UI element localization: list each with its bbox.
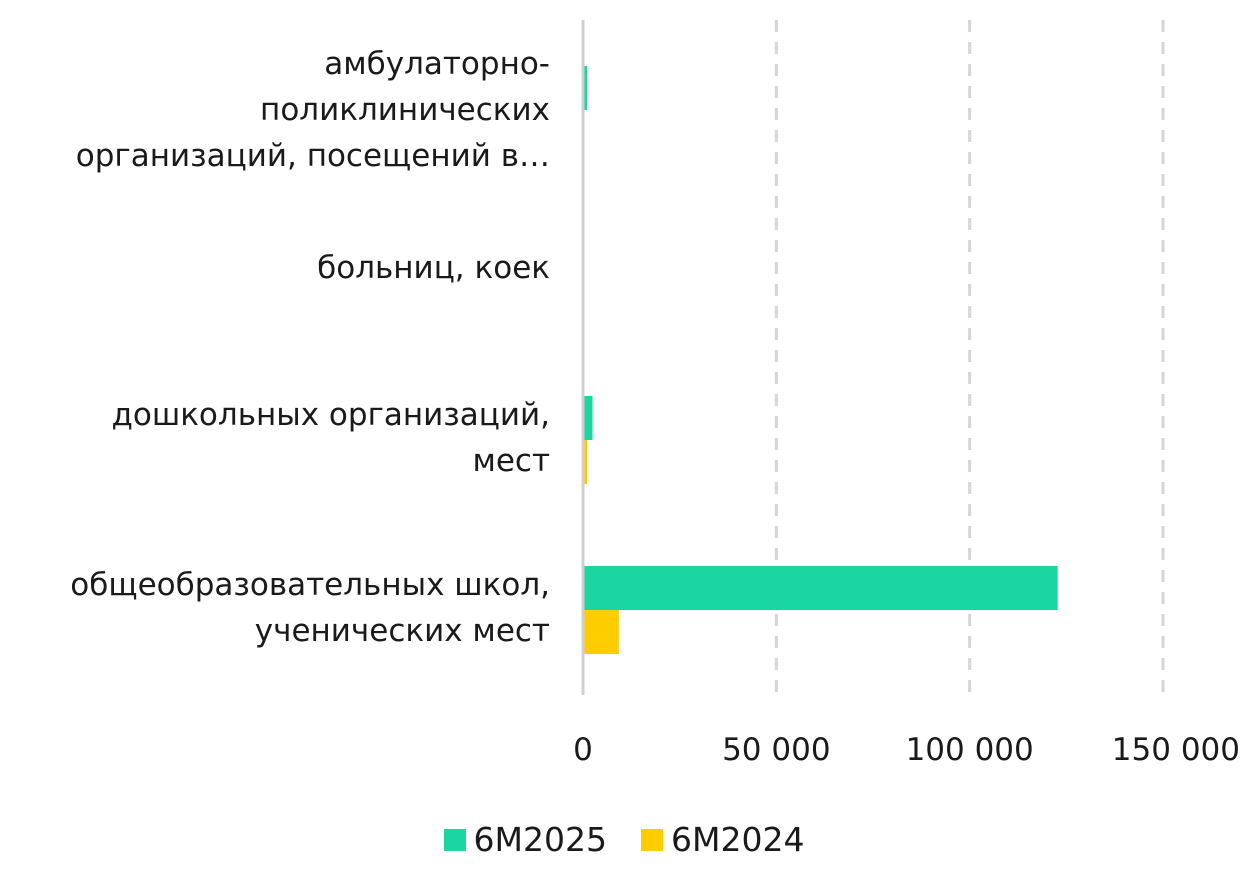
legend-label-6m2025: 6М2025	[473, 820, 607, 859]
bar-6m2025-0	[584, 66, 587, 110]
x-tick-label: 50 000	[722, 732, 830, 768]
category-label: дошкольных организаций, мест	[111, 397, 550, 479]
x-tick-label: 100 000	[906, 732, 1034, 768]
category-label: больниц, коек	[317, 250, 550, 286]
legend: 6М2025 6М2024	[0, 820, 1248, 859]
legend-label-6m2024: 6М2024	[671, 820, 805, 859]
bar-6m2025-3	[584, 566, 1058, 610]
bars	[584, 66, 1058, 654]
x-tick-label: 0	[573, 732, 593, 768]
legend-item-6m2025: 6М2025	[443, 820, 607, 859]
bar-6m2024-3	[584, 610, 619, 654]
legend-swatch-6m2024	[641, 828, 663, 851]
legend-swatch-6m2025	[443, 828, 466, 851]
legend-item-6m2024: 6М2024	[641, 820, 804, 859]
gridlines	[774, 20, 1165, 695]
bar-6m2025-2	[584, 396, 593, 440]
category-label: амбулаторно- поликлинических организаций…	[75, 46, 550, 174]
x-tick-labels: 0 50 000 100 000 150 000	[573, 732, 1240, 768]
x-tick-label: 150 000	[1112, 732, 1240, 768]
category-label: общеобразовательных школ, ученических ме…	[70, 567, 550, 649]
bar-chart: 0 50 000 100 000 150 000	[573, 20, 1240, 768]
bar-6m2024-2	[584, 440, 588, 484]
